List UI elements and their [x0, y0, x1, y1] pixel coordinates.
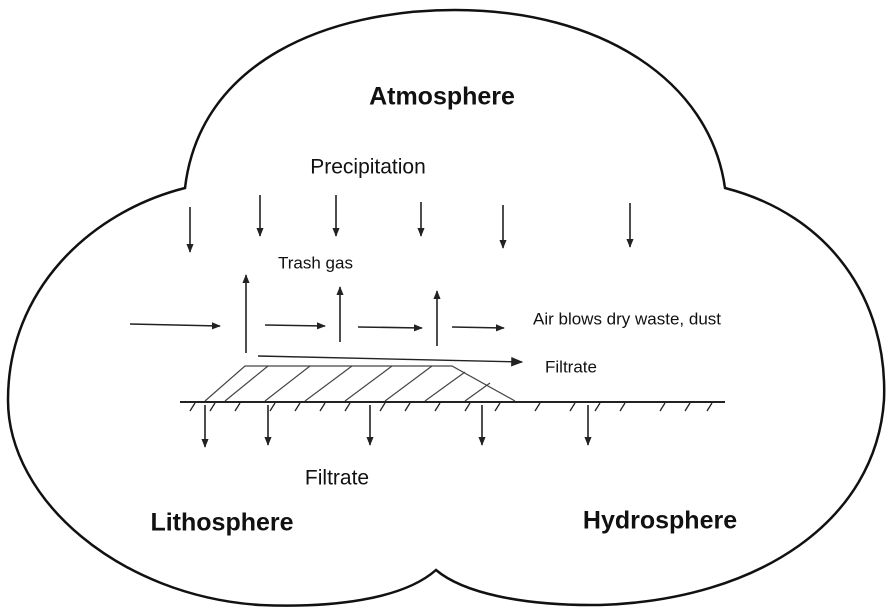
trash-gas-label: Trash gas — [278, 253, 353, 272]
lithosphere-label: Lithosphere — [150, 509, 293, 537]
atmosphere-label: Atmosphere — [369, 83, 515, 111]
filtrate-arrow — [257, 355, 524, 367]
seepage-arrows — [201, 405, 592, 448]
landfill — [204, 365, 516, 402]
filtrate-ground-label: Filtrate — [305, 467, 369, 490]
precipitation-label: Precipitation — [310, 156, 426, 179]
ground — [180, 401, 725, 412]
hydrosphere-label: Hydrosphere — [583, 507, 737, 535]
precipitation-arrows — [186, 195, 634, 253]
filtrate-surface-label: Filtrate — [545, 357, 597, 376]
wind-arrows — [129, 322, 505, 332]
cloud-outline — [6, 8, 886, 607]
gas-arrows — [242, 274, 441, 353]
air-blows-label: Air blows dry waste, dust — [533, 309, 721, 328]
